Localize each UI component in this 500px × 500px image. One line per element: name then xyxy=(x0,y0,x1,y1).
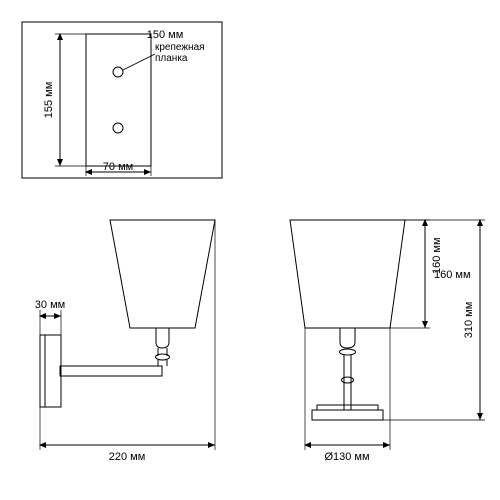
mounting-plate xyxy=(86,34,151,166)
front-view: 160 мм 160 мм 310 мм Ø130 мм xyxy=(290,220,485,463)
dim-155-label: 155 мм xyxy=(43,82,55,119)
mounting-hole-top xyxy=(113,67,123,77)
dim-30: 30 мм xyxy=(35,299,65,335)
dim-220-label: 220 мм xyxy=(109,451,146,463)
mounting-hole-bottom xyxy=(113,123,123,133)
dim-220: 220 мм xyxy=(40,220,215,463)
dim-130-label: Ø130 мм xyxy=(324,451,369,463)
front-lampshade xyxy=(290,220,405,328)
dim-70-label: 70 мм xyxy=(103,161,133,173)
side-lampshade xyxy=(110,220,215,328)
side-view: 30 мм 220 мм xyxy=(35,220,215,463)
dim-310-label: 310 мм xyxy=(463,302,475,339)
dim-70: 70 мм xyxy=(86,161,151,176)
dim-150-label: 150 мм xyxy=(147,29,184,41)
front-base-plate xyxy=(312,405,383,420)
bracket-note-line1: крепежная xyxy=(155,42,205,53)
side-arm xyxy=(60,360,167,376)
dim-30-label: 30 мм xyxy=(35,299,65,311)
bracket-note-line2: планка xyxy=(155,53,188,64)
mounting-plate-diagram: 155 мм 70 мм 150 мм крепежная планка xyxy=(22,22,222,178)
side-socket xyxy=(154,328,171,360)
side-wall-plate xyxy=(40,335,61,407)
dim-155: 155 мм xyxy=(43,34,86,166)
dim-160-label-h: 160 мм xyxy=(434,269,471,281)
front-socket-stem xyxy=(340,328,356,410)
dim-150-and-label: 150 мм крепежная планка xyxy=(123,29,205,70)
